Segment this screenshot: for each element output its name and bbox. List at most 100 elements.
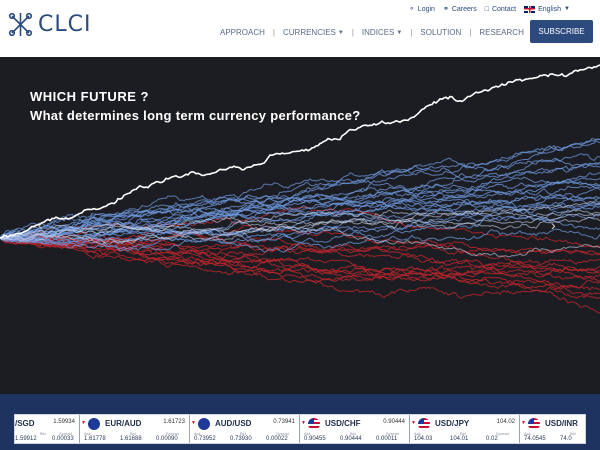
simulation-path: [0, 153, 600, 243]
ticker-spread-label: Spread: [166, 431, 179, 436]
ticker-ask: 74.0545: [524, 436, 546, 442]
ticker-item[interactable]: ▼ USD/CHF 0.90444 Ask Bid Spread 0.90455…: [300, 415, 410, 443]
down-arrow-icon: ▼: [411, 420, 416, 426]
hero-title: WHICH FUTURE ?: [30, 89, 149, 104]
simulation-path: [0, 180, 600, 243]
hero-subtitle: What determines long term currency perfo…: [30, 108, 361, 123]
contact-label: Contact: [491, 5, 517, 13]
logo-text: CLCI: [38, 11, 92, 37]
login-link[interactable]: ⚬ Login: [408, 5, 435, 14]
nav-currencies-label: CURRENCIES: [282, 28, 336, 37]
main-nav: APPROACH | CURRENCIES ▼ | INDICES ▼ | SOLU…: [212, 28, 532, 37]
ticker-bid-label: Bid: [570, 431, 576, 436]
simulation-path: [0, 209, 600, 239]
simulation-path: [0, 234, 600, 277]
language-label: English: [538, 5, 562, 13]
nav-indices[interactable]: INDICES ▼: [354, 28, 410, 37]
login-label: Login: [417, 5, 435, 13]
ticker-bid-label: Bid: [350, 431, 356, 436]
ticker-pair: USD/CHF: [325, 419, 361, 428]
ticker-pair: /SGD: [15, 419, 35, 428]
contact-link[interactable]: □ Contact: [485, 5, 516, 13]
ticker-item[interactable]: ▼ USD/JPY 104.02 Ask Bid Spread 104.03 1…: [410, 415, 520, 443]
ticker-bid: 1.61688: [120, 436, 142, 442]
careers-label: Careers: [451, 5, 477, 13]
nav-solution-label: SOLUTION: [420, 28, 462, 37]
ticker-item[interactable]: ▼ EUR/AUD 1.61723 Ask Bid Spread 1.61778…: [80, 415, 190, 443]
careers-link[interactable]: ⚭ Careers: [442, 5, 477, 14]
simulation-path: [0, 216, 600, 245]
nav-separator: |: [272, 28, 275, 37]
simulation-path: [0, 140, 600, 239]
ticker-pair: AUD/USD: [215, 419, 252, 428]
nav-research-label: RESEARCH: [479, 28, 524, 37]
ticker-ask: 0.73952: [194, 436, 216, 442]
ticker-bid: 74.0: [560, 436, 572, 442]
ticker-spread-label: Spread: [276, 431, 289, 436]
down-arrow-icon: ▼: [81, 420, 86, 426]
nav-currencies[interactable]: CURRENCIES ▼: [275, 28, 352, 37]
us-flag-icon: [418, 418, 430, 430]
ticker-bid-label: Bid: [460, 431, 466, 436]
simulation-path: [0, 237, 600, 282]
ticker-ask: 104.03: [414, 436, 433, 442]
top-links: ⚬ Login ⚭ Careers □ Contact English ▼: [409, 5, 570, 13]
ticker-item[interactable]: /SGD 1.59934 Bid Spread 1.59912 0.00033: [15, 415, 80, 443]
ticker-bid-label: Bid: [130, 431, 136, 436]
user-icon: ⚬: [408, 6, 415, 13]
simulation-path: [0, 186, 600, 252]
hero-banner: WHICH FUTURE ? What determines long term…: [0, 57, 600, 394]
subscribe-button[interactable]: SUBSCRIBE: [530, 20, 593, 43]
language-select[interactable]: English ▼: [524, 5, 570, 13]
nav-research[interactable]: RESEARCH: [471, 28, 531, 37]
ticker-ask: 0.90455: [304, 436, 326, 442]
down-arrow-icon: ▼: [301, 420, 306, 426]
ticker-bid: 0.73930: [230, 436, 252, 442]
ticker-spread: 0.00022: [266, 436, 288, 442]
carousel-prev-icon[interactable]: ‹: [38, 217, 43, 233]
nav-separator: |: [351, 28, 354, 37]
simulation-path: [0, 161, 600, 239]
ticker-rate: 1.59934: [53, 419, 75, 425]
ticker-spread-label: Spread: [59, 431, 72, 436]
simulation-path: [0, 196, 600, 243]
nav-approach[interactable]: APPROACH: [212, 28, 273, 37]
ticker-ask-label: Ask: [194, 431, 201, 436]
ticker-spread: 0.02: [486, 436, 498, 442]
ticker-ask: 1.59912: [15, 436, 37, 442]
simulation-path: [0, 226, 600, 258]
eu-flag-icon: [88, 418, 100, 430]
logo[interactable]: CLCI: [7, 10, 91, 38]
chevron-down-icon: ▼: [564, 6, 570, 12]
ticker-spread: 0.00011: [376, 436, 398, 442]
chat-icon: □: [484, 5, 489, 13]
nav-separator: |: [469, 28, 472, 37]
simulation-path: [0, 237, 600, 300]
ticker-ask-label: Ask: [304, 431, 311, 436]
ticker-ask-label: Ask: [524, 431, 531, 436]
down-arrow-icon: ▼: [521, 420, 526, 426]
ticker-item[interactable]: ▼ USD/INR Ask Bid 74.0545 74.0: [520, 415, 585, 443]
ticker-item[interactable]: ▼ AUD/USD 0.73941 Ask Bid Spread 0.73952…: [190, 415, 300, 443]
ticker-rate: 0.73941: [273, 419, 295, 425]
ticker-rate: 0.90444: [383, 419, 405, 425]
simulation-path: [0, 200, 600, 240]
ticker-bid-label: Bid: [40, 431, 46, 436]
ticker-rate: 1.61723: [163, 419, 185, 425]
ticker-strip: /SGD 1.59934 Bid Spread 1.59912 0.00033 …: [14, 414, 586, 444]
ticker-spread: 0.00033: [52, 436, 74, 442]
ticker-ask-label: Ask: [414, 431, 421, 436]
carousel-next-icon[interactable]: ›: [551, 217, 556, 233]
nav-indices-label: INDICES: [361, 28, 395, 37]
users-icon: ⚭: [442, 6, 449, 13]
logo-icon: [8, 12, 33, 36]
au-flag-icon: [198, 418, 210, 430]
ticker-spread-label: Spread: [496, 431, 509, 436]
us-flag-icon: [528, 418, 540, 430]
nav-solution[interactable]: SOLUTION: [412, 28, 469, 37]
rate-ticker: /SGD 1.59934 Bid Spread 1.59912 0.00033 …: [0, 394, 600, 450]
simulation-path: [0, 237, 600, 314]
simulation-path: [0, 214, 600, 251]
ticker-rate: 104.02: [496, 419, 515, 425]
ticker-ask-label: Ask: [84, 431, 91, 436]
